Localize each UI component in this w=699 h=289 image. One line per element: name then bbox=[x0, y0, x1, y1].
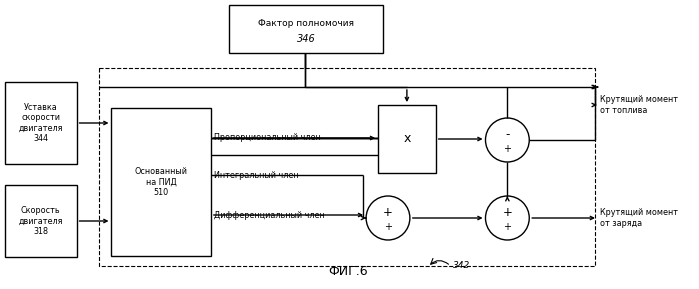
Bar bbox=[378, 105, 435, 173]
Text: ФИГ.6: ФИГ.6 bbox=[329, 265, 368, 278]
Bar bbox=[5, 185, 77, 257]
Text: Пропорциональный член: Пропорциональный член bbox=[214, 134, 321, 142]
Text: Основанный
на ПИД
510: Основанный на ПИД 510 bbox=[135, 167, 187, 197]
Bar bbox=[111, 108, 211, 256]
Text: Крутящий момент
от заряда: Крутящий момент от заряда bbox=[600, 208, 678, 228]
Bar bbox=[229, 5, 383, 53]
Text: Крутящий момент
от топлива: Крутящий момент от топлива bbox=[600, 95, 678, 115]
Text: Скорость
двигателя
318: Скорость двигателя 318 bbox=[19, 206, 63, 236]
Text: Уставка
скорости
двигателя
344: Уставка скорости двигателя 344 bbox=[19, 103, 63, 143]
Text: 346: 346 bbox=[296, 34, 315, 44]
Text: +: + bbox=[384, 222, 392, 232]
Text: +: + bbox=[503, 144, 512, 154]
Text: -: - bbox=[505, 129, 510, 142]
Text: x: x bbox=[403, 132, 410, 145]
Text: +: + bbox=[503, 222, 512, 232]
Text: Интегральный член: Интегральный член bbox=[214, 171, 298, 179]
Text: +: + bbox=[383, 207, 393, 220]
Bar bbox=[99, 68, 595, 266]
Text: +: + bbox=[503, 207, 512, 220]
Text: 342: 342 bbox=[453, 262, 470, 271]
Bar bbox=[5, 82, 77, 164]
Text: Дифференциальный член: Дифференциальный член bbox=[214, 210, 324, 220]
Text: Фактор полномочия: Фактор полномочия bbox=[258, 19, 354, 28]
